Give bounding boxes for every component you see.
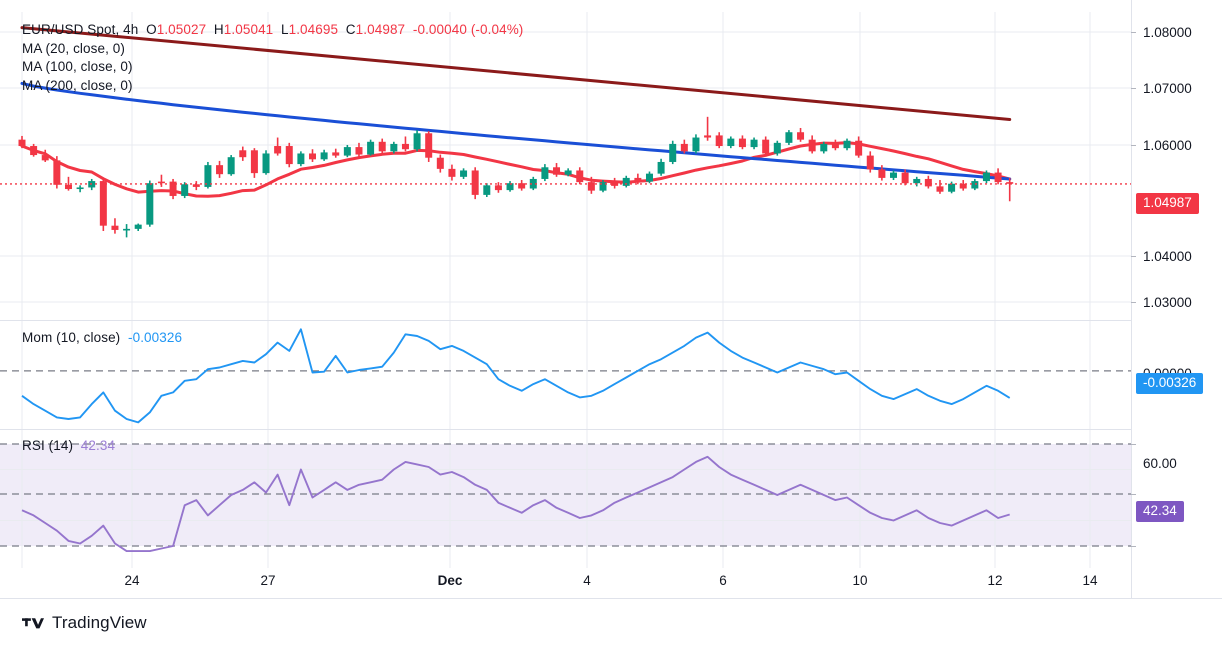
- ohlc-open-label: O: [146, 22, 157, 37]
- time-axis-label: 24: [124, 573, 140, 588]
- ohlc-low-label: L: [280, 22, 289, 37]
- time-axis-divider: [0, 598, 1222, 599]
- ma-20-legend[interactable]: MA (20, close, 0): [22, 40, 125, 56]
- price-pane[interactable]: [0, 12, 1222, 320]
- ma-100-legend[interactable]: MA (100, close, 0): [22, 59, 133, 74]
- tradingview-wordmark: TradingView: [52, 613, 147, 632]
- momentum-legend[interactable]: Mom (10, close) -0.00326: [22, 330, 182, 345]
- time-axis-label: Dec: [437, 573, 463, 588]
- ohlc-change-percent: (-0.04%): [470, 22, 524, 37]
- ohlc-high-label: H: [213, 22, 224, 37]
- rsi-pane[interactable]: [0, 430, 1222, 568]
- rsi-legend-value: 42.34: [80, 438, 116, 453]
- price-axis-tick: [1131, 88, 1136, 89]
- price-axis-label: 1.06000: [1143, 138, 1192, 153]
- time-axis-label: 14: [1082, 573, 1098, 588]
- price-axis-tick: [1131, 145, 1136, 146]
- ohlc-close-value: 1.04987: [355, 22, 406, 37]
- time-axis-label: 10: [852, 573, 868, 588]
- rsi-axis-tick: [1131, 546, 1136, 547]
- momentum-pane[interactable]: [0, 321, 1222, 429]
- price-plot: [0, 12, 1222, 320]
- ohlc-high-value: 1.05041: [223, 22, 274, 37]
- rsi-plot: [0, 430, 1222, 568]
- time-axis-label: 4: [583, 573, 591, 588]
- momentum-value-badge: -0.00326: [1136, 373, 1204, 394]
- rsi-axis-label: 60.00: [1143, 456, 1177, 471]
- tradingview-branding[interactable]: TradingView: [22, 613, 147, 633]
- time-axis-label: 6: [719, 573, 727, 588]
- right-axis-divider: [1131, 0, 1132, 598]
- rsi-value-badge: 42.34: [1136, 501, 1184, 522]
- ohlc-low-value: 1.04695: [288, 22, 339, 37]
- pane-divider-price-momentum: [0, 320, 1222, 321]
- price-legend: EUR/USD Spot, 4h O1.05027 H1.05041 L1.04…: [22, 21, 523, 95]
- rsi-axis-tick: [1131, 444, 1136, 445]
- price-axis-tick: [1131, 302, 1136, 303]
- pane-divider-momentum-rsi: [0, 429, 1222, 430]
- time-axis-label: 12: [987, 573, 1003, 588]
- time-axis-label: 27: [260, 573, 276, 588]
- price-axis-label: 1.08000: [1143, 25, 1192, 40]
- price-axis-label: 1.07000: [1143, 81, 1192, 96]
- price-axis-tick: [1131, 256, 1136, 257]
- ohlc-close-label: C: [345, 22, 356, 37]
- price-legend-ohlc-row[interactable]: EUR/USD Spot, 4h O1.05027 H1.05041 L1.04…: [22, 21, 523, 40]
- momentum-plot: [0, 321, 1222, 429]
- momentum-legend-label: Mom (10, close): [22, 330, 121, 345]
- ohlc-change: -0.00040: [412, 22, 467, 37]
- rsi-axis-tick: [1131, 494, 1136, 495]
- price-axis-label: 1.03000: [1143, 295, 1192, 310]
- ma-200-legend[interactable]: MA (200, close, 0): [22, 77, 133, 93]
- price-axis-label: 1.04000: [1143, 249, 1192, 264]
- rsi-legend-label: RSI (14): [22, 438, 74, 453]
- right-axis[interactable]: [1131, 0, 1222, 598]
- ohlc-open-value: 1.05027: [156, 22, 207, 37]
- tradingview-logo-icon: [22, 617, 44, 628]
- rsi-legend[interactable]: RSI (14) 42.34: [22, 438, 115, 453]
- current-price-badge: 1.04987: [1136, 193, 1199, 214]
- price-axis-tick: [1131, 32, 1136, 33]
- momentum-legend-value: -0.00326: [127, 330, 183, 345]
- symbol-title[interactable]: EUR/USD Spot, 4h: [22, 22, 139, 37]
